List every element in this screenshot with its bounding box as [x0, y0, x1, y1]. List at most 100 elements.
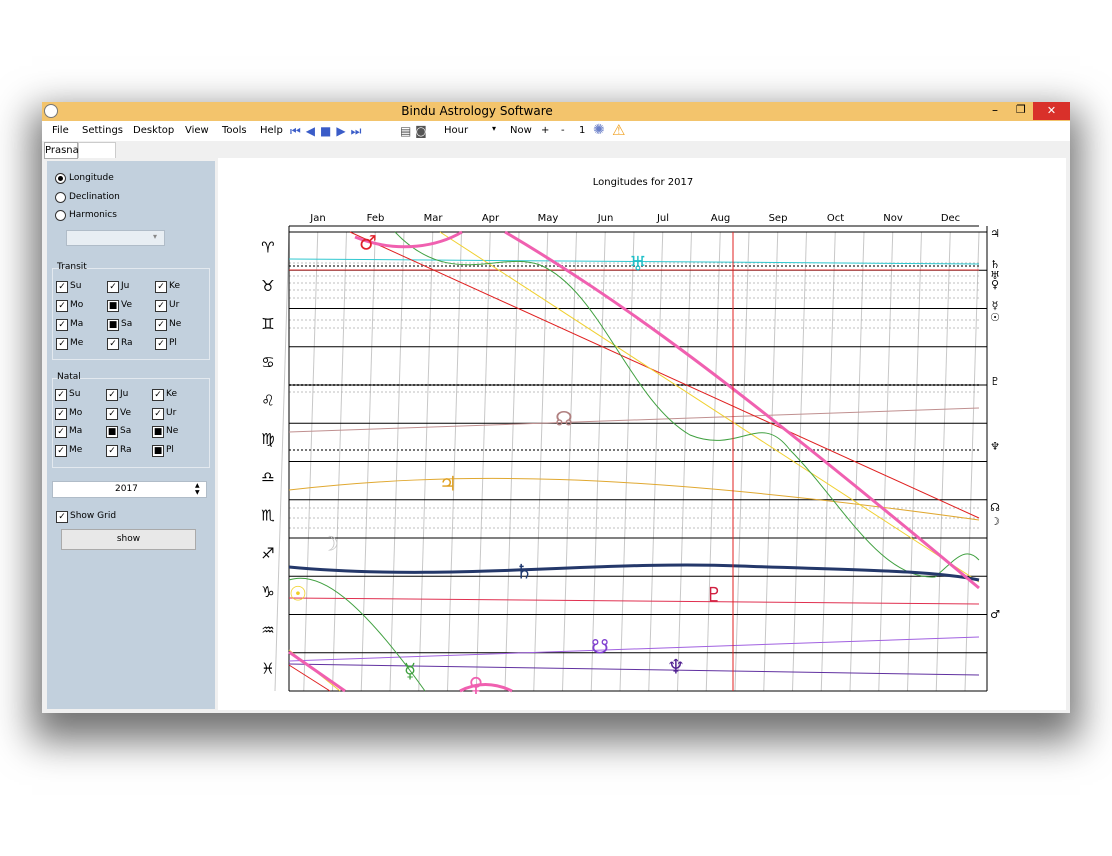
- checkbox[interactable]: ✓: [155, 338, 167, 350]
- checkbox-label: Ma: [69, 426, 83, 436]
- sign-glyph: ♈: [261, 239, 274, 257]
- checkbox[interactable]: ■: [106, 426, 118, 438]
- month-label: Sep: [769, 213, 788, 224]
- checkbox-label: Mo: [70, 300, 84, 310]
- checkbox-label: Ne: [166, 426, 179, 436]
- natal-group: [52, 378, 210, 468]
- checkbox[interactable]: ✓: [55, 389, 67, 401]
- menu-item[interactable]: Settings: [82, 125, 124, 136]
- curve: [288, 663, 980, 676]
- checkbox[interactable]: ✓: [56, 338, 68, 350]
- window-title: Bindu Astrology Software: [401, 104, 553, 118]
- month-label: Jan: [309, 213, 325, 224]
- checkbox-label: Ur: [166, 407, 177, 418]
- month-label: Jul: [656, 213, 669, 224]
- checkbox-label: Su: [69, 389, 81, 399]
- grid-line: [274, 231, 290, 692]
- checkbox[interactable]: ✓: [56, 300, 68, 312]
- spin-arrows[interactable]: ▲ ▼: [195, 482, 200, 496]
- checkbox[interactable]: ✓: [56, 319, 68, 331]
- checkbox[interactable]: ✓: [155, 319, 167, 331]
- radio-label: Longitude: [69, 173, 114, 183]
- menu-item[interactable]: File: [52, 125, 69, 136]
- month-label: Feb: [367, 213, 385, 224]
- checkbox[interactable]: ■: [152, 444, 164, 457]
- checkbox[interactable]: ✓: [106, 444, 118, 457]
- menu-bar: ⏮◀■▶⏭ ▤ ◙ Hour ▾ Now + - 1 ✺ ⚠ File Setti…: [42, 121, 1070, 141]
- checkbox[interactable]: ■: [107, 319, 119, 331]
- grid: [274, 225, 988, 692]
- checkbox[interactable]: ✓: [106, 407, 118, 420]
- dropdown-arrow: ▾: [153, 232, 158, 241]
- month-label: Mar: [424, 213, 444, 224]
- now-button[interactable]: Now: [510, 125, 532, 136]
- checkbox[interactable]: ✓: [55, 407, 67, 420]
- interval-dropdown[interactable]: Hour ▾: [440, 123, 502, 138]
- right-glyph: ♇: [990, 375, 1000, 388]
- menu-item[interactable]: Tools: [222, 125, 247, 136]
- sign-glyph: ♋: [261, 353, 274, 371]
- planet-glyph: ☊: [555, 407, 573, 431]
- checkbox-label: Pl: [166, 444, 174, 455]
- close-button[interactable]: ✕: [1033, 102, 1070, 120]
- checkbox[interactable]: ✓: [56, 281, 68, 293]
- tab[interactable]: Prasna: [44, 142, 79, 159]
- planet-glyph: ♅: [629, 252, 647, 276]
- checkbox[interactable]: ✓: [152, 407, 164, 420]
- checkbox[interactable]: ■: [152, 426, 164, 438]
- checkbox-label: Sa: [121, 319, 133, 329]
- year-spinner[interactable]: 2017 ▲ ▼: [52, 481, 207, 498]
- tab-blank[interactable]: [78, 142, 116, 158]
- radio-button[interactable]: [55, 210, 66, 221]
- checkbox[interactable]: ✓: [55, 444, 67, 457]
- chart-area: [218, 158, 1066, 710]
- menu-item[interactable]: Desktop: [133, 125, 175, 136]
- harmonics-dropdown[interactable]: ▾: [66, 230, 165, 246]
- checkbox[interactable]: ✓: [106, 389, 118, 401]
- menu-item[interactable]: Help: [260, 125, 283, 136]
- checkbox-label: Me: [69, 444, 83, 455]
- checkbox[interactable]: ✓: [56, 511, 68, 523]
- checkbox[interactable]: ✓: [155, 300, 167, 312]
- settings-icon[interactable]: ✺: [593, 122, 605, 138]
- minimize-button[interactable]: –: [992, 103, 998, 117]
- sign-glyph: ♑: [261, 583, 274, 601]
- checkbox-label: Ra: [120, 444, 132, 455]
- minus-button[interactable]: -: [561, 125, 565, 136]
- month-label: Apr: [482, 213, 500, 224]
- right-glyph: ☿: [992, 299, 999, 312]
- maximize-button[interactable]: ❐: [1016, 103, 1026, 116]
- checkbox-label: Sa: [120, 426, 132, 436]
- checkbox[interactable]: ✓: [107, 338, 119, 350]
- planet-glyph: ☋: [591, 635, 609, 659]
- radio-button[interactable]: [55, 191, 66, 203]
- checkbox[interactable]: ✓: [107, 281, 119, 293]
- checkbox[interactable]: ✓: [155, 281, 167, 293]
- curve: [288, 477, 980, 521]
- toolbar-icons[interactable]: ▤ ◙: [400, 124, 427, 138]
- radio-button[interactable]: [55, 173, 66, 184]
- plus-button[interactable]: +: [541, 125, 550, 136]
- checkbox[interactable]: ■: [107, 300, 119, 312]
- curve: [288, 258, 980, 265]
- checkbox[interactable]: ✓: [55, 426, 67, 438]
- group-label: Transit: [57, 262, 87, 272]
- title-bar: Bindu Astrology Software – ❐ ✕: [42, 102, 1070, 121]
- checkbox-label: Ke: [169, 281, 180, 291]
- right-glyph: ♂: [990, 608, 1000, 621]
- checkbox-label: Ve: [121, 300, 132, 310]
- sign-glyph: ♍: [261, 430, 274, 448]
- warning-icon[interactable]: ⚠: [612, 121, 626, 139]
- show-button[interactable]: show: [61, 529, 196, 550]
- planet-glyph: ♃: [439, 472, 457, 496]
- sign-glyph: ♐: [261, 545, 274, 563]
- menu-item[interactable]: View: [185, 125, 209, 136]
- sign-glyph: ♓: [261, 659, 274, 677]
- month-label: Jun: [597, 213, 614, 224]
- playback-icons[interactable]: ⏮◀■▶⏭: [290, 124, 367, 138]
- right-glyph: ♄: [990, 258, 1000, 271]
- planet-glyph: ☽: [321, 532, 339, 556]
- sign-glyph: ♎: [261, 468, 274, 486]
- checkbox[interactable]: ✓: [152, 389, 164, 401]
- planet-glyph: ♀: [469, 673, 484, 697]
